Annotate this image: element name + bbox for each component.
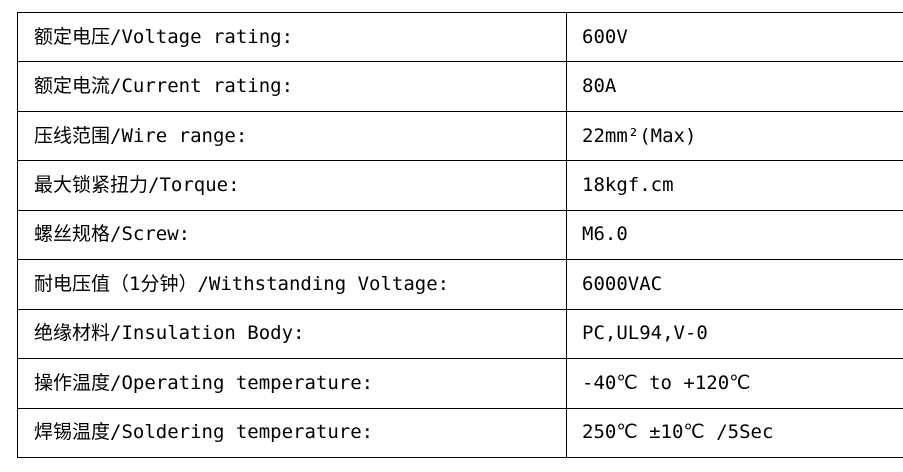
table-row: 额定电流/Current rating: 80A	[17, 61, 903, 112]
table-row: 额定电压/Voltage rating: 600V	[17, 11, 903, 63]
spec-value: 80A	[566, 61, 903, 112]
table-row: 耐电压值（1分钟）/Withstanding Voltage: 6000VAC	[17, 259, 903, 310]
spec-value: PC,UL94,V-0	[566, 308, 903, 360]
table-row: 操作温度/Operating temperature: -40℃ to +120…	[17, 358, 903, 409]
spec-label: 耐电压值（1分钟）/Withstanding Voltage:	[17, 259, 567, 310]
spec-value: -40℃ to +120℃	[566, 358, 903, 409]
table-row: 焊锡温度/Soldering temperature: 250℃ ±10℃ /5…	[17, 407, 903, 458]
spec-value: 250℃ ±10℃ /5Sec	[566, 407, 903, 458]
spec-table: 额定电压/Voltage rating: 600V 额定电流/Current r…	[17, 11, 903, 458]
spec-label: 压线范围/Wire range:	[17, 110, 567, 162]
spec-value: 22mm²(Max)	[566, 110, 903, 162]
spec-label: 额定电压/Voltage rating:	[17, 11, 567, 63]
spec-label: 最大锁紧扭力/Torque:	[17, 160, 567, 211]
spec-label: 额定电流/Current rating:	[17, 61, 567, 112]
table-row: 绝缘材料/Insulation Body: PC,UL94,V-0	[17, 308, 903, 360]
spec-label: 绝缘材料/Insulation Body:	[17, 308, 567, 360]
spec-value: 600V	[566, 11, 903, 63]
spec-value: 6000VAC	[566, 259, 903, 310]
table-row: 最大锁紧扭力/Torque: 18kgf.cm	[17, 160, 903, 211]
spec-value: 18kgf.cm	[566, 160, 903, 211]
table-row: 压线范围/Wire range: 22mm²(Max)	[17, 110, 903, 162]
spec-label: 焊锡温度/Soldering temperature:	[17, 407, 567, 458]
spec-label: 螺丝规格/Screw:	[17, 209, 567, 261]
spec-label: 操作温度/Operating temperature:	[17, 358, 567, 409]
table-row: 螺丝规格/Screw: M6.0	[17, 209, 903, 261]
spec-value: M6.0	[566, 209, 903, 261]
